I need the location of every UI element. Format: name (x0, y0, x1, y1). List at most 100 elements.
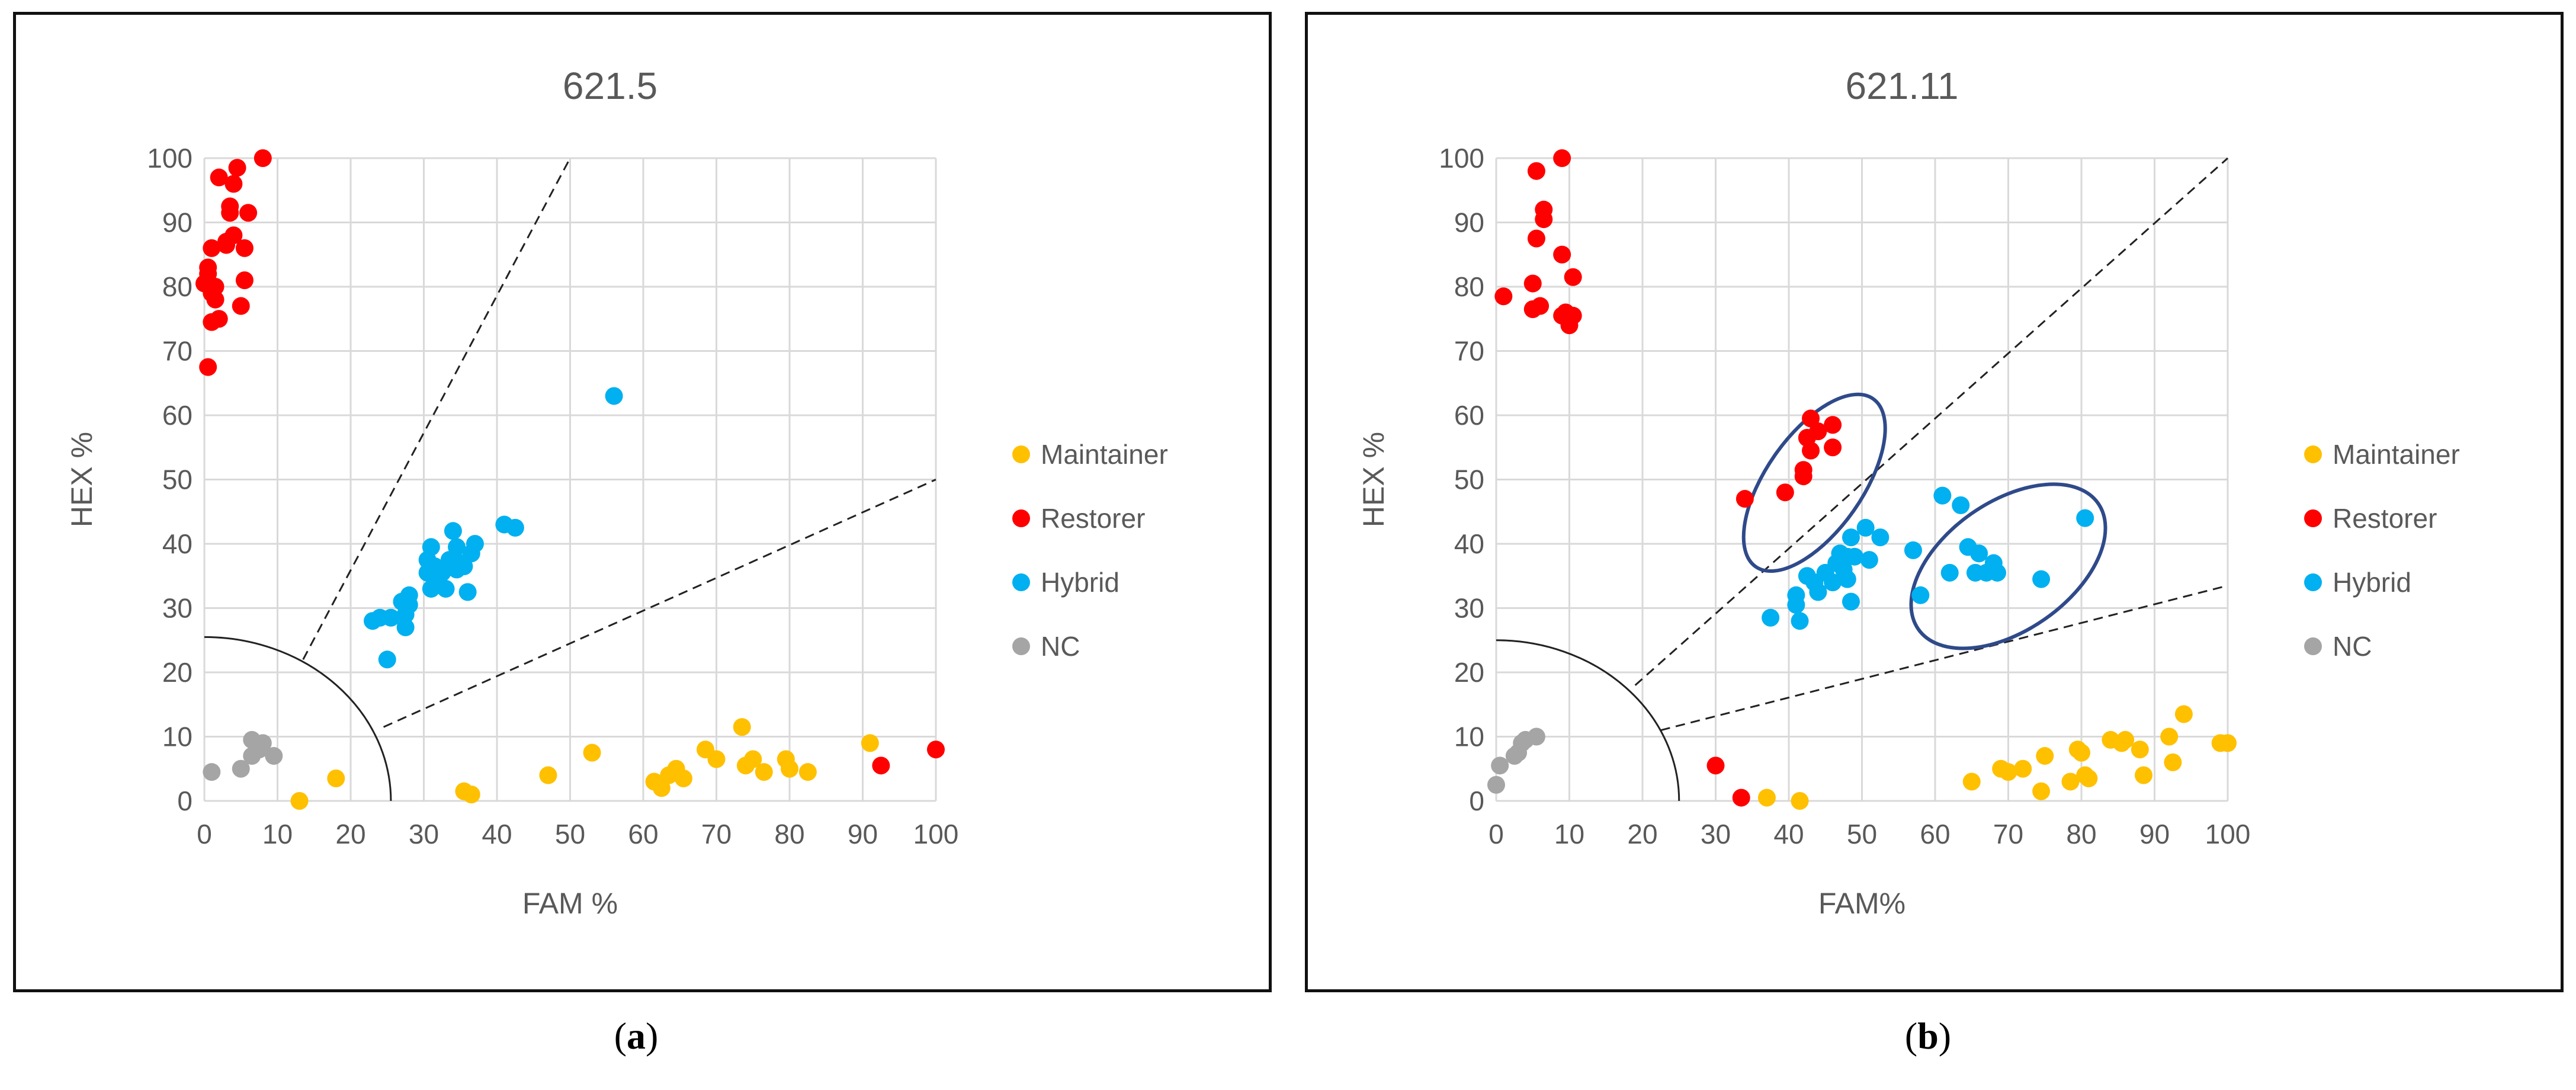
legend: Maintainer Restorer Hybrid NC (1012, 439, 1168, 662)
data-point-restorer (1824, 416, 1842, 434)
data-point-restorer (239, 204, 258, 222)
x-axis-label: FAM % (522, 887, 618, 920)
series-maintainer (1757, 705, 2237, 810)
x-tick-label: 30 (1701, 819, 1731, 849)
legend-marker-nc (2304, 637, 2322, 655)
data-point-hybrid (1911, 586, 1930, 604)
x-tick-label: 0 (1489, 819, 1504, 849)
data-point-restorer (224, 175, 243, 193)
panel-caption-a: (a) (614, 1015, 659, 1057)
legend-label-restorer: Restorer (2333, 503, 2437, 534)
data-point-maintainer (1791, 792, 1809, 810)
data-point-restorer (1732, 788, 1750, 807)
data-point-hybrid (1824, 573, 1842, 592)
legend-marker-nc (1012, 637, 1030, 655)
data-point-restorer (221, 197, 239, 216)
data-point-maintainer (2073, 743, 2090, 762)
x-tick-label: 80 (774, 819, 804, 849)
data-point-hybrid (448, 538, 466, 556)
data-point-nc (1491, 756, 1509, 775)
data-point-restorer (1564, 268, 1582, 286)
y-tick-label: 80 (1454, 271, 1484, 302)
y-tick-label: 10 (1454, 722, 1484, 752)
y-tick-label: 20 (162, 657, 193, 688)
y-tick-label: 40 (1454, 528, 1484, 559)
x-tick-label: 50 (555, 819, 585, 849)
data-point-maintainer (707, 750, 726, 768)
data-point-maintainer (744, 750, 762, 768)
data-point-hybrid (1842, 592, 1860, 611)
data-point-maintainer (2134, 766, 2152, 784)
x-axis-label: FAM% (1818, 887, 1905, 920)
y-tick-label: 70 (1454, 336, 1484, 367)
y-tick-label: 30 (1454, 593, 1484, 624)
data-point-restorer (872, 756, 890, 775)
data-point-restorer (224, 226, 243, 245)
data-point-restorer (1735, 490, 1754, 508)
data-point-nc (1527, 727, 1545, 746)
data-point-hybrid (1860, 551, 1878, 569)
y-tick-label: 80 (162, 271, 193, 302)
data-point-restorer (1553, 149, 1571, 167)
x-tick-label: 90 (2139, 819, 2170, 849)
chart-panel-b: 621.11 0 10 20 30 40 50 60 70 80 90 100 0 10 20 30 40 50 6… (1305, 12, 2564, 992)
data-point-hybrid (1838, 570, 1856, 588)
x-tick-label: 100 (2205, 819, 2251, 849)
data-point-hybrid (1842, 528, 1860, 547)
legend-marker-restorer (2304, 509, 2322, 527)
data-point-maintainer (2036, 747, 2054, 765)
y-tick-label: 50 (1454, 464, 1484, 495)
threshold-arc (1496, 639, 1680, 802)
legend-marker-hybrid (1012, 573, 1030, 591)
legend-marker-maintainer (2304, 445, 2322, 463)
data-point-hybrid (1809, 583, 1827, 601)
data-point-maintainer (674, 770, 692, 788)
data-point-maintainer (1962, 772, 1981, 791)
data-point-hybrid (506, 518, 524, 537)
y-tick-label: 20 (1454, 657, 1484, 688)
data-point-restorer (199, 358, 217, 376)
legend-marker-maintainer (1012, 445, 1030, 463)
data-point-restorer (1809, 422, 1827, 441)
y-tick-label: 50 (162, 464, 193, 495)
data-point-restorer (1527, 229, 1545, 248)
data-point-restorer (1527, 162, 1545, 180)
data-point-nc (265, 747, 283, 765)
series-nc (1487, 727, 1545, 794)
y-tick-label: 60 (162, 400, 193, 431)
x-tick-label: 90 (848, 819, 878, 849)
data-point-restorer (1523, 274, 1542, 293)
data-point-maintainer (652, 779, 671, 797)
gridlines (203, 157, 937, 802)
y-tick-label: 90 (162, 207, 193, 238)
data-point-restorer (199, 265, 217, 283)
x-tick-label: 40 (482, 819, 512, 849)
scatter-plot-b: 621.11 0 10 20 30 40 50 60 70 80 90 100 0 10 20 30 40 50 6… (1357, 65, 2460, 920)
guide-line-2 (1660, 585, 2228, 732)
data-point-restorer (203, 239, 221, 257)
data-point-maintainer (327, 770, 345, 788)
data-point-hybrid (1846, 547, 1864, 566)
y-tick-label: 0 (1469, 786, 1484, 816)
series-restorer (1494, 149, 1842, 807)
data-point-maintainer (733, 718, 751, 736)
data-point-restorer (206, 290, 224, 309)
legend-marker-hybrid (2304, 573, 2322, 591)
data-point-restorer (1824, 438, 1842, 457)
data-point-nc (254, 734, 272, 752)
data-point-restorer (235, 239, 254, 257)
series-hybrid (364, 387, 623, 669)
legend-label-maintainer: Maintainer (1041, 439, 1168, 470)
data-point-restorer (1553, 245, 1571, 264)
x-tick-label: 20 (335, 819, 365, 849)
data-point-maintainer (2164, 753, 2182, 771)
chart-title: 621.11 (1846, 65, 1959, 107)
x-tick-label: 60 (1920, 819, 1950, 849)
data-point-restorer (1802, 409, 1820, 428)
data-point-restorer (1494, 287, 1513, 306)
data-point-restorer (228, 159, 246, 177)
data-point-hybrid (1787, 596, 1805, 614)
data-point-maintainer (798, 763, 817, 781)
y-tick-label: 70 (162, 336, 193, 367)
data-point-restorer (232, 297, 250, 315)
